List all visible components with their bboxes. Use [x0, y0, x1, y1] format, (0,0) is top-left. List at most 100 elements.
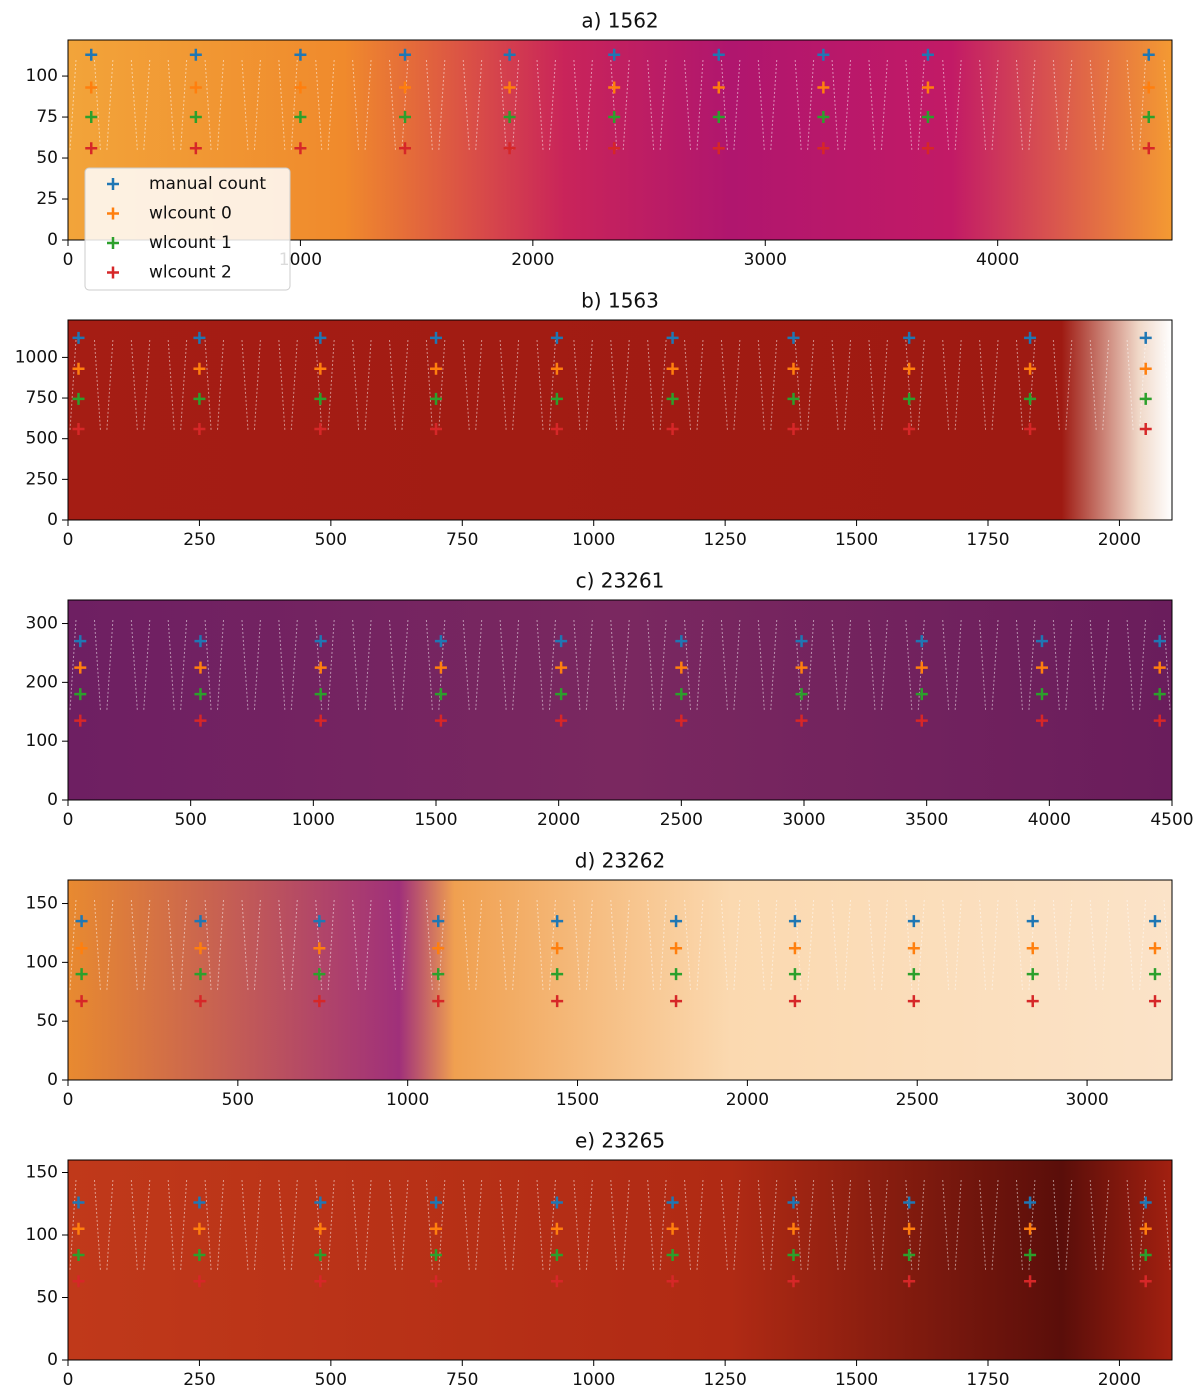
marker: [666, 1275, 679, 1288]
link-line: [1065, 59, 1073, 151]
link-line: [573, 339, 581, 431]
link-line: [807, 59, 815, 151]
link-line: [204, 1179, 212, 1271]
marker: [72, 1249, 85, 1261]
marker: [1142, 48, 1155, 61]
link-line: [696, 619, 704, 711]
y-tick-label: 50: [36, 148, 58, 168]
link-line: [647, 339, 655, 431]
marker: [314, 661, 327, 674]
y-tick-label: 50: [36, 1288, 58, 1308]
link-line: [512, 619, 520, 711]
marker: [666, 392, 679, 405]
marker: [817, 81, 830, 94]
marker: [1139, 392, 1152, 405]
marker: [434, 714, 447, 727]
link-line: [278, 899, 286, 991]
legend-label: manual count: [149, 174, 266, 194]
marker: [314, 392, 327, 405]
link-line: [1052, 339, 1060, 431]
marker: [787, 392, 800, 405]
link-line: [684, 339, 692, 431]
marker: [314, 1249, 327, 1261]
link-line: [327, 619, 335, 711]
y-tick-label: 250: [26, 469, 58, 489]
link-line: [475, 899, 483, 991]
marker: [72, 422, 85, 435]
marker: [432, 995, 445, 1008]
link-line: [1052, 59, 1060, 151]
link-line: [905, 339, 913, 431]
x-tick-label: 1000: [292, 810, 335, 830]
marker: [550, 1275, 563, 1288]
marker: [399, 111, 412, 124]
link-line: [647, 899, 655, 991]
marker: [550, 1222, 563, 1235]
link-line: [647, 1179, 655, 1271]
marker: [608, 81, 621, 94]
link-line: [253, 59, 261, 151]
marker: [903, 422, 916, 435]
link-line: [217, 899, 225, 991]
marker: [675, 661, 688, 674]
link-line: [93, 899, 101, 991]
marker: [915, 635, 928, 648]
link-line: [536, 619, 544, 711]
marker: [921, 81, 934, 94]
marker: [1024, 362, 1037, 375]
link-line: [733, 1179, 741, 1271]
marker: [1153, 661, 1166, 674]
marker: [1149, 968, 1162, 981]
link-line: [868, 59, 876, 151]
marker: [193, 1196, 206, 1209]
marker: [189, 142, 202, 155]
marker: [670, 968, 683, 981]
link-line: [204, 339, 212, 431]
link-line: [241, 59, 249, 151]
marker: [670, 915, 683, 928]
link-line: [610, 1179, 618, 1271]
link-line: [831, 339, 839, 431]
link-line: [315, 619, 323, 711]
marker: [1035, 714, 1048, 727]
link-line: [905, 59, 913, 151]
marker: [294, 111, 307, 124]
link-line: [917, 899, 925, 991]
link-line: [905, 899, 913, 991]
y-tick-label: 25: [36, 189, 58, 209]
plot-frame: [67, 599, 1173, 801]
link-line: [659, 59, 667, 151]
x-tick-label: 0: [63, 810, 74, 830]
x-tick-label: 2000: [1098, 1370, 1141, 1390]
y-tick-label: 150: [26, 1163, 58, 1183]
link-line: [622, 1179, 630, 1271]
marker: [193, 1275, 206, 1288]
link-line: [942, 59, 950, 151]
link-line: [388, 619, 396, 711]
marker: [85, 111, 98, 124]
link-line: [807, 339, 815, 431]
link-line: [278, 1179, 286, 1271]
legend-marker: [107, 207, 119, 220]
plot-frame: [67, 879, 1173, 1081]
link-line: [106, 339, 114, 431]
link-line: [290, 339, 298, 431]
link-line: [364, 59, 372, 151]
x-tick-label: 1750: [966, 530, 1009, 550]
link-line: [143, 59, 151, 151]
link-line: [462, 59, 470, 151]
y-tick-label: 0: [47, 1350, 58, 1370]
marker: [788, 995, 801, 1008]
marker: [194, 915, 207, 928]
marker: [194, 968, 207, 981]
link-line: [770, 899, 778, 991]
marker: [666, 1196, 679, 1209]
link-line: [647, 619, 655, 711]
marker: [550, 422, 563, 435]
link-line: [733, 619, 741, 711]
marker: [1026, 915, 1039, 928]
marker: [907, 968, 920, 981]
link-line: [1102, 1179, 1110, 1271]
marker: [608, 48, 621, 61]
link-line: [659, 1179, 667, 1271]
